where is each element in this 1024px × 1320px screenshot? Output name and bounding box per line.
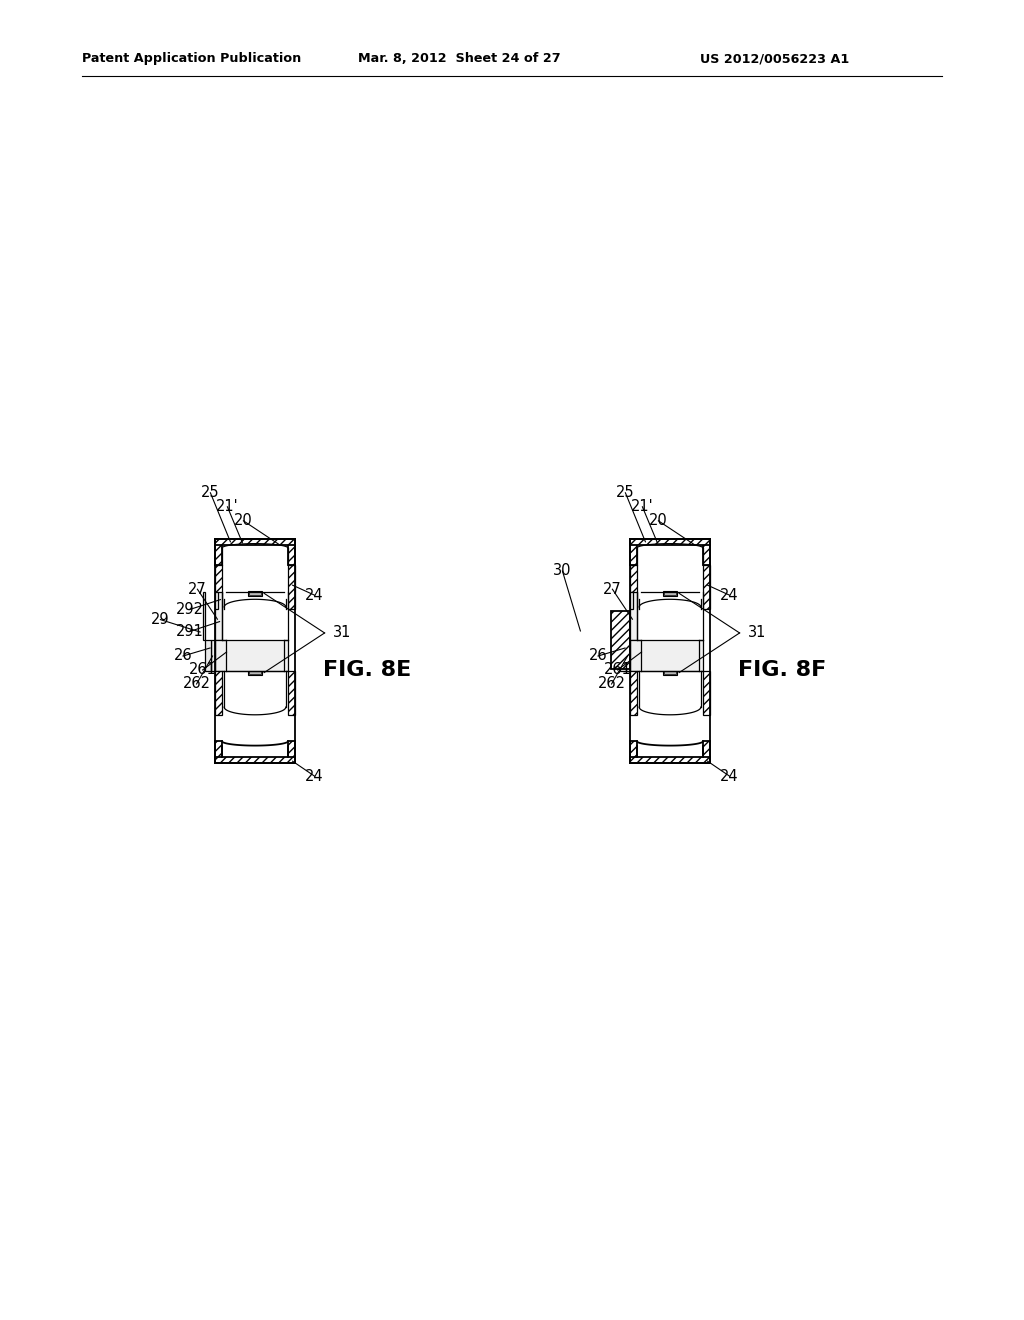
Polygon shape	[250, 591, 261, 595]
Polygon shape	[610, 611, 631, 669]
Polygon shape	[288, 742, 295, 763]
Text: 262: 262	[182, 676, 211, 692]
Polygon shape	[703, 565, 710, 610]
Text: FIG. 8F: FIG. 8F	[737, 660, 825, 680]
Text: 30: 30	[553, 564, 571, 578]
Text: 24: 24	[305, 587, 324, 603]
Polygon shape	[665, 591, 676, 595]
Polygon shape	[663, 591, 677, 597]
Text: 261: 261	[603, 663, 632, 677]
Polygon shape	[631, 539, 637, 565]
Text: 262: 262	[598, 676, 626, 692]
Text: 21': 21'	[631, 499, 653, 515]
Text: 292: 292	[175, 602, 204, 618]
Polygon shape	[663, 671, 677, 676]
Polygon shape	[621, 640, 626, 671]
Polygon shape	[215, 591, 218, 610]
Text: 20: 20	[649, 513, 668, 528]
Text: 27: 27	[603, 582, 622, 597]
Text: 25: 25	[201, 486, 220, 500]
Text: 26: 26	[174, 648, 193, 664]
Text: 291: 291	[175, 624, 204, 639]
Text: Mar. 8, 2012  Sheet 24 of 27: Mar. 8, 2012 Sheet 24 of 27	[358, 51, 560, 65]
Polygon shape	[248, 671, 262, 676]
Polygon shape	[665, 671, 676, 675]
Text: 25: 25	[616, 486, 635, 500]
Text: 31: 31	[748, 626, 766, 640]
Polygon shape	[215, 565, 221, 610]
Text: 29: 29	[152, 612, 170, 627]
Text: FIG. 8E: FIG. 8E	[323, 660, 411, 680]
Text: 24: 24	[720, 768, 739, 784]
Polygon shape	[215, 671, 221, 715]
Polygon shape	[215, 742, 222, 763]
Text: 24: 24	[305, 768, 324, 784]
Text: 20: 20	[234, 513, 253, 528]
Text: 261: 261	[188, 663, 216, 677]
Polygon shape	[250, 671, 261, 675]
Polygon shape	[631, 742, 637, 763]
Polygon shape	[248, 591, 262, 597]
Polygon shape	[215, 539, 222, 565]
Polygon shape	[215, 591, 221, 640]
Polygon shape	[703, 539, 710, 565]
Polygon shape	[215, 640, 289, 671]
Polygon shape	[211, 640, 215, 671]
Polygon shape	[631, 756, 710, 763]
Polygon shape	[215, 756, 295, 763]
Text: 21': 21'	[216, 499, 239, 515]
Polygon shape	[631, 640, 703, 671]
Text: US 2012/0056223 A1: US 2012/0056223 A1	[700, 51, 849, 65]
Polygon shape	[703, 671, 710, 715]
Polygon shape	[631, 539, 710, 545]
Polygon shape	[631, 565, 637, 610]
Text: 26: 26	[589, 648, 607, 664]
Polygon shape	[288, 539, 295, 565]
Polygon shape	[289, 671, 295, 715]
Polygon shape	[289, 565, 295, 610]
Polygon shape	[631, 591, 637, 640]
Polygon shape	[215, 539, 295, 545]
Text: 31: 31	[333, 626, 351, 640]
Text: 27: 27	[188, 582, 207, 597]
Polygon shape	[626, 640, 631, 671]
Text: 24: 24	[720, 587, 739, 603]
Polygon shape	[631, 591, 633, 610]
Polygon shape	[703, 742, 710, 763]
Polygon shape	[631, 671, 637, 715]
Polygon shape	[203, 591, 205, 640]
Polygon shape	[205, 640, 211, 671]
Text: Patent Application Publication: Patent Application Publication	[82, 51, 301, 65]
